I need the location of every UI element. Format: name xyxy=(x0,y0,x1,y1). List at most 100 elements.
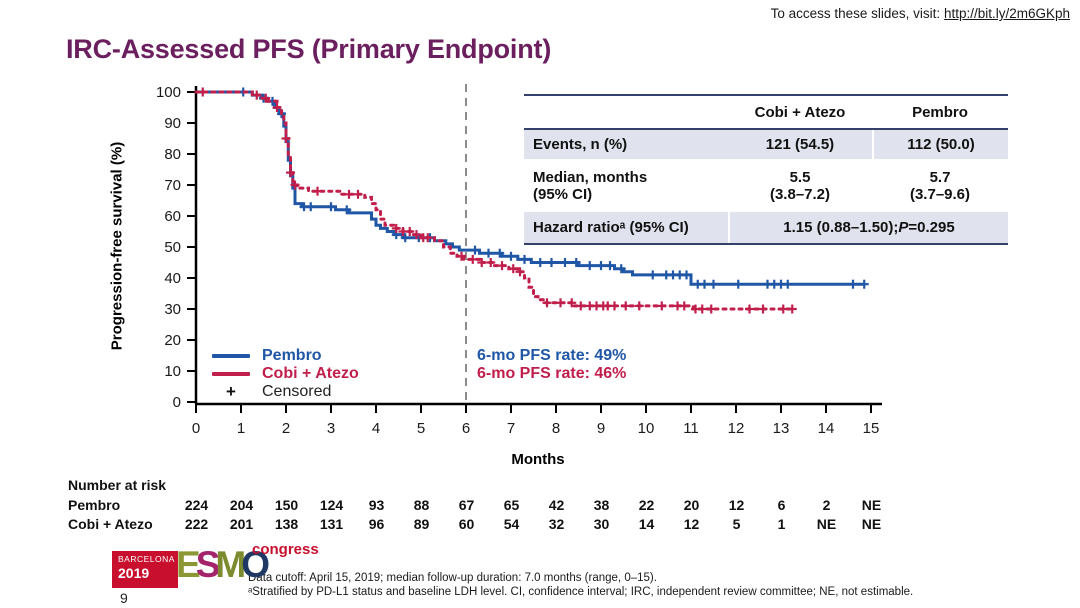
x-tick-label: 1 xyxy=(237,420,245,437)
y-tick-label: 100 xyxy=(156,84,181,101)
risk-value: 201 xyxy=(229,515,254,532)
legend-censored-label: Censored xyxy=(262,383,332,400)
risk-row-label: Cobi + Atezo xyxy=(68,515,153,532)
y-tick-label: 40 xyxy=(164,270,181,287)
x-tick-label: 12 xyxy=(728,420,745,437)
x-tick-label: 0 xyxy=(192,420,200,437)
risk-value: 89 xyxy=(413,515,430,532)
risk-value: 22 xyxy=(638,496,655,513)
events-label: Events, n (%) xyxy=(533,136,628,153)
x-tick-label: 11 xyxy=(683,420,699,437)
x-tick-label: 14 xyxy=(818,420,835,437)
x-tick-label: 5 xyxy=(417,420,425,437)
cobi-line-swatch xyxy=(212,372,250,376)
legend-item-cobi-atezo: Cobi + Atezo xyxy=(212,365,359,383)
slides-url-link[interactable]: http://bit.ly/2m6GKph xyxy=(943,6,1070,21)
x-tick-label: 10 xyxy=(638,420,655,437)
access-slides-note: To access these slides, visit: http://bi… xyxy=(771,6,1070,21)
pembro-6mo-rate-annotation: 6-mo PFS rate: 49% xyxy=(477,347,627,364)
y-tick-label: 30 xyxy=(164,301,181,318)
median-label: Median, months (95% CI) xyxy=(533,168,648,203)
risk-value: 42 xyxy=(548,496,565,513)
risk-value: NE xyxy=(861,515,882,532)
risk-value: 12 xyxy=(683,515,700,532)
risk-value: 2 xyxy=(822,496,831,513)
esmo-letter-s: S xyxy=(195,544,221,585)
risk-value: 38 xyxy=(593,496,610,513)
risk-value: 20 xyxy=(683,496,700,513)
risk-value: 88 xyxy=(413,496,430,513)
risk-value: NE xyxy=(816,515,837,532)
median-row: Median, months (95% CI) 5.5 (3.8–7.2) 5.… xyxy=(524,159,1008,212)
median-cobi-value: 5.5 (3.8–7.2) xyxy=(769,168,831,203)
results-table-header-row: Cobi + Atezo Pembro xyxy=(524,96,1008,130)
footnote-abbreviations: ᵃStratified by PD-L1 status and baseline… xyxy=(248,586,914,598)
legend-item-censored: + Censored xyxy=(212,382,359,401)
risk-value: 93 xyxy=(368,496,385,513)
pembro-line-swatch xyxy=(212,354,250,358)
x-tick-label: 9 xyxy=(597,420,605,437)
y-tick-label: 0 xyxy=(173,394,181,411)
risk-value: 1 xyxy=(777,515,786,532)
legend-pembro-label: Pembro xyxy=(262,347,322,364)
y-tick-label: 90 xyxy=(164,115,181,132)
footnote-data-cutoff: Data cutoff: April 15, 2019; median foll… xyxy=(248,572,657,584)
median-pembro-value: 5.7 (3.7–9.6) xyxy=(909,168,971,203)
censored-plus-icon: + xyxy=(226,382,236,401)
events-pembro-value: 112 (50.0) xyxy=(872,130,1008,159)
y-tick-label: 20 xyxy=(164,332,181,349)
events-cobi-value: 121 (54.5) xyxy=(765,136,835,153)
x-tick-label: 3 xyxy=(327,420,335,437)
x-tick-label: 8 xyxy=(552,420,560,437)
risk-row-pembro: Pembro 224 204 150 124 93 88 67 65 42 38 22 20 12 6 2 N… xyxy=(68,495,894,514)
header-pembro: Pembro xyxy=(912,103,968,121)
risk-value: 224 xyxy=(184,496,209,513)
x-tick-label: 2 xyxy=(282,420,290,437)
page-title: IRC-Assessed PFS (Primary Endpoint) xyxy=(66,34,552,64)
events-row: Events, n (%) 121 (54.5) 112 (50.0) xyxy=(524,130,1008,159)
number-at-risk-header: Number at risk xyxy=(68,477,167,493)
y-tick-label: 80 xyxy=(164,146,181,163)
risk-row-label: Pembro xyxy=(68,496,121,513)
risk-value: 138 xyxy=(274,515,299,532)
y-tick-label: 50 xyxy=(164,239,181,256)
hr-value-prefix: 1.15 (0.88–1.50); xyxy=(783,219,899,236)
hazard-ratio-value: 1.15 (0.88–1.50); P =0.295 xyxy=(728,212,1008,243)
y-tick-label: 60 xyxy=(164,208,181,225)
risk-value: 150 xyxy=(274,496,299,513)
risk-value: 131 xyxy=(319,515,344,532)
risk-value: 14 xyxy=(638,515,655,532)
logo-city: BARCELONA xyxy=(118,554,175,564)
risk-value: 124 xyxy=(319,496,344,513)
header-cobi-atezo: Cobi + Atezo xyxy=(754,103,846,121)
risk-value: 30 xyxy=(593,515,610,532)
hr-p-symbol: P xyxy=(898,219,909,236)
risk-value: 204 xyxy=(229,496,254,513)
hazard-ratio-row: Hazard ratioᵃ (95% CI) 1.15 (0.88–1.50);… xyxy=(524,212,1008,243)
risk-value: NE xyxy=(861,496,882,513)
risk-row-cobi: Cobi + Atezo 222 201 138 131 96 89 60 54 32 30 14 1… xyxy=(68,514,894,533)
y-axis-label: Progression-free survival (%) xyxy=(108,141,126,351)
risk-value: 12 xyxy=(728,496,745,513)
y-tick-label: 70 xyxy=(164,177,181,194)
x-tick-label: 4 xyxy=(372,420,380,437)
cobi-atezo-curve xyxy=(194,90,794,311)
x-tick-label: 6 xyxy=(462,420,470,437)
hazard-ratio-label: Hazard ratioᵃ (95% CI) xyxy=(533,219,689,236)
x-tick-label: 13 xyxy=(773,420,790,437)
x-tick-label: 15 xyxy=(863,420,880,437)
esmo-barcelona-badge: BARCELONA 2019 xyxy=(112,551,178,588)
x-axis-label: Months xyxy=(511,451,565,468)
number-at-risk-block: Number at risk Pembro 224 204 150 124 93 88 67… xyxy=(68,477,894,533)
risk-value: 67 xyxy=(458,496,475,513)
risk-value: 5 xyxy=(732,515,741,532)
legend-item-pembro: Pembro xyxy=(212,347,359,365)
legend-cobi-label: Cobi + Atezo xyxy=(262,365,359,382)
esmo-letter-m: M xyxy=(215,544,246,585)
slide-page-number: 9 xyxy=(120,590,128,606)
logo-year: 2019 xyxy=(118,564,150,581)
hr-p-value: =0.295 xyxy=(908,219,955,236)
y-tick-label: 10 xyxy=(164,363,181,380)
